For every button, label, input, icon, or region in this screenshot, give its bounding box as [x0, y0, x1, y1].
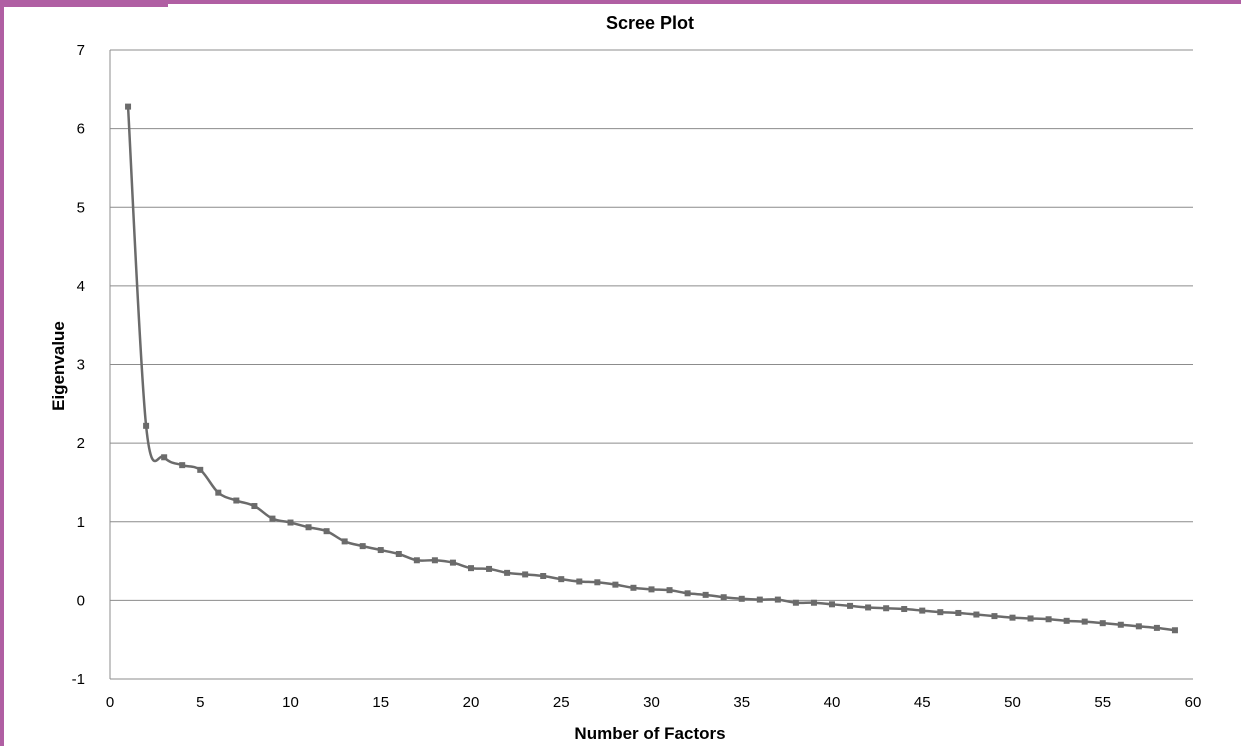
x-tick-label: 55	[1094, 694, 1111, 711]
data-point-33	[702, 591, 709, 598]
data-point-38	[792, 599, 799, 606]
x-axis-title: Number of Factors	[574, 724, 725, 743]
x-tick-label: 25	[553, 694, 570, 711]
data-point-55	[1099, 620, 1106, 627]
data-point-39	[810, 599, 817, 606]
data-point-51	[1027, 615, 1034, 622]
y-tick-label: 6	[77, 121, 85, 138]
data-point-29	[630, 584, 637, 591]
data-point-32	[684, 590, 691, 597]
data-point-43	[883, 605, 890, 612]
data-point-30	[648, 586, 655, 593]
data-point-1	[125, 103, 132, 110]
data-point-7	[233, 497, 240, 504]
data-point-25	[558, 576, 565, 583]
data-point-15	[377, 547, 384, 554]
y-tick-label: 5	[77, 199, 85, 216]
data-point-54	[1081, 618, 1088, 625]
x-tick-label: 60	[1185, 694, 1202, 711]
x-tick-label: 30	[643, 694, 660, 711]
axes	[109, 50, 1193, 680]
data-point-56	[1117, 621, 1124, 628]
data-point-11	[305, 524, 312, 531]
x-tick-label: 15	[372, 694, 389, 711]
y-tick-label: -1	[72, 671, 85, 688]
data-point-20	[468, 565, 474, 572]
eigenvalue-markers	[125, 103, 1178, 634]
data-point-26	[576, 578, 583, 585]
data-point-44	[901, 606, 908, 613]
data-point-31	[666, 587, 673, 594]
data-point-4	[179, 462, 186, 469]
y-tick-label: 0	[77, 592, 85, 609]
x-tick-label: 20	[463, 694, 480, 711]
data-point-40	[829, 601, 835, 608]
data-point-50	[1009, 614, 1016, 621]
x-tick-label: 40	[824, 694, 841, 711]
chart-title: Scree Plot	[606, 13, 694, 33]
data-point-52	[1045, 616, 1052, 623]
y-axis-title: Eigenvalue	[49, 321, 68, 411]
y-tick-label: 7	[77, 42, 85, 59]
data-point-6	[215, 489, 222, 496]
frame-top-border	[0, 0, 1241, 4]
data-point-17	[413, 557, 420, 564]
data-point-45	[919, 607, 926, 614]
y-tick-label: 1	[77, 514, 85, 531]
data-point-58	[1153, 624, 1160, 631]
frame-tab	[0, 0, 168, 7]
data-point-47	[955, 609, 962, 616]
data-point-9	[269, 515, 276, 522]
data-point-24	[540, 573, 547, 579]
x-tick-label: 45	[914, 694, 931, 711]
data-point-49	[991, 613, 998, 620]
data-point-37	[774, 596, 781, 603]
data-point-57	[1135, 623, 1142, 630]
data-point-53	[1063, 617, 1070, 624]
data-point-10	[287, 519, 294, 526]
data-point-59	[1171, 627, 1178, 634]
data-point-14	[359, 543, 366, 550]
data-point-35	[738, 595, 745, 602]
x-tick-label: 35	[733, 694, 750, 711]
eigenvalue-series-line	[126, 106, 1176, 632]
data-point-18	[431, 557, 438, 564]
data-point-46	[937, 609, 944, 616]
data-point-41	[847, 602, 854, 609]
data-point-36	[756, 596, 763, 603]
x-tick-label: 10	[282, 694, 299, 711]
data-point-22	[504, 569, 511, 576]
y-tick-labels: -1 0 1 2 3 4 5 6 7	[72, 42, 85, 688]
data-point-21	[486, 565, 493, 572]
data-point-5	[197, 466, 204, 473]
data-point-2	[143, 422, 150, 429]
data-point-48	[973, 611, 980, 618]
data-point-34	[720, 594, 727, 601]
y-tick-label: 3	[77, 357, 85, 374]
data-point-12	[323, 528, 330, 535]
data-point-13	[341, 538, 348, 545]
data-point-3	[161, 454, 168, 461]
data-point-23	[522, 571, 529, 578]
data-point-8	[251, 503, 258, 510]
data-point-19	[449, 559, 456, 566]
data-point-27	[594, 579, 601, 586]
y-tick-label: 4	[77, 278, 85, 295]
y-tick-label: 2	[77, 435, 85, 452]
data-point-42	[865, 604, 872, 611]
x-tick-label: 50	[1004, 694, 1021, 711]
x-tick-label: 0	[106, 694, 114, 711]
data-point-28	[612, 581, 619, 588]
frame-left-border	[0, 0, 4, 746]
x-tick-label: 5	[196, 694, 204, 711]
x-tick-labels: 0 5 10 15 20 25 30 35 40 45 50 55 60	[106, 694, 1202, 711]
data-point-16	[395, 550, 402, 557]
